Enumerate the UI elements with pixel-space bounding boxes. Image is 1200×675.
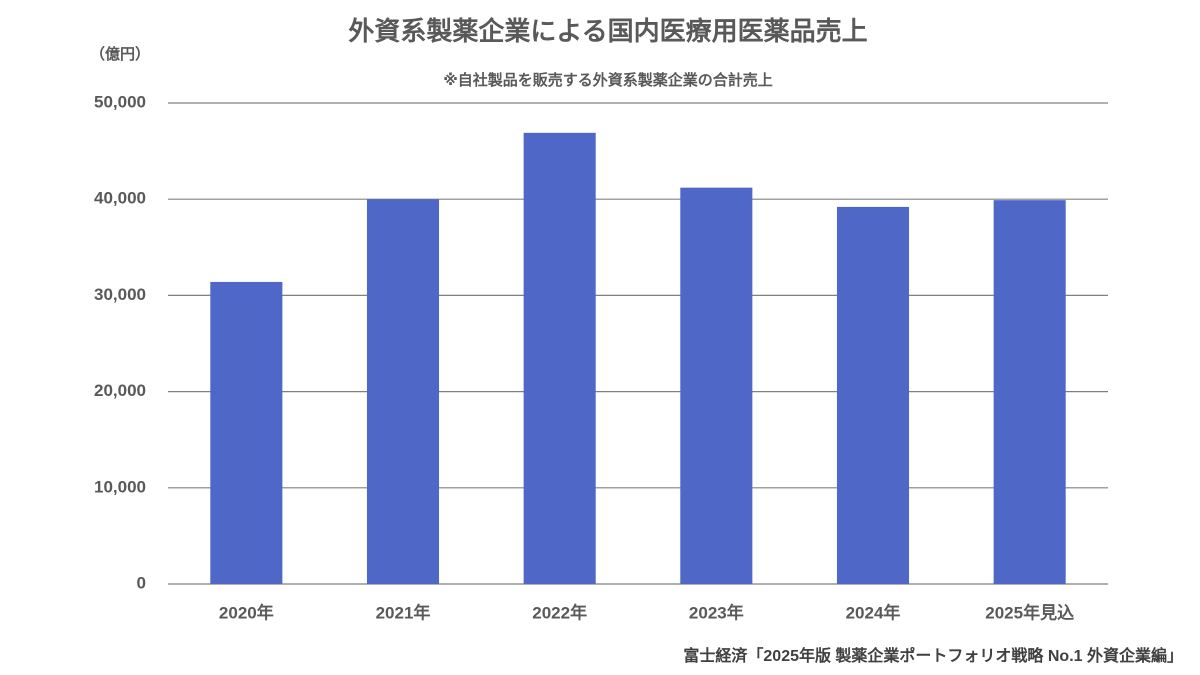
y-axis-unit: （億円） bbox=[90, 45, 150, 63]
bar bbox=[523, 132, 596, 584]
y-tick-label: 10,000 bbox=[94, 477, 146, 496]
x-tick-label: 2023年 bbox=[689, 602, 744, 622]
y-tick-label: 20,000 bbox=[94, 381, 146, 400]
x-tick-label: 2020年 bbox=[219, 602, 274, 622]
bar bbox=[993, 200, 1066, 585]
x-tick-label: 2025年見込 bbox=[985, 602, 1074, 622]
y-tick-label: 0 bbox=[137, 573, 146, 592]
x-tick-label: 2024年 bbox=[846, 602, 901, 622]
y-tick-label: 30,000 bbox=[94, 285, 146, 304]
bar bbox=[836, 206, 910, 584]
chart-subtitle: ※自社製品を販売する外資系製薬企業の合計売上 bbox=[443, 71, 773, 89]
x-tick-label: 2022年 bbox=[532, 602, 587, 622]
source-note: 富士経済「2025年版 製薬企業ポートフォリオ戦略 No.1 外資企業編」 bbox=[683, 646, 1183, 665]
bar bbox=[366, 199, 440, 584]
x-tick-label: 2021年 bbox=[376, 602, 431, 622]
chart-title: 外資系製薬企業による国内医療用医薬品売上 bbox=[348, 16, 867, 46]
y-tick-label: 40,000 bbox=[94, 189, 146, 208]
bar bbox=[210, 281, 283, 584]
bar bbox=[680, 187, 753, 584]
y-tick-label: 50,000 bbox=[94, 92, 146, 111]
